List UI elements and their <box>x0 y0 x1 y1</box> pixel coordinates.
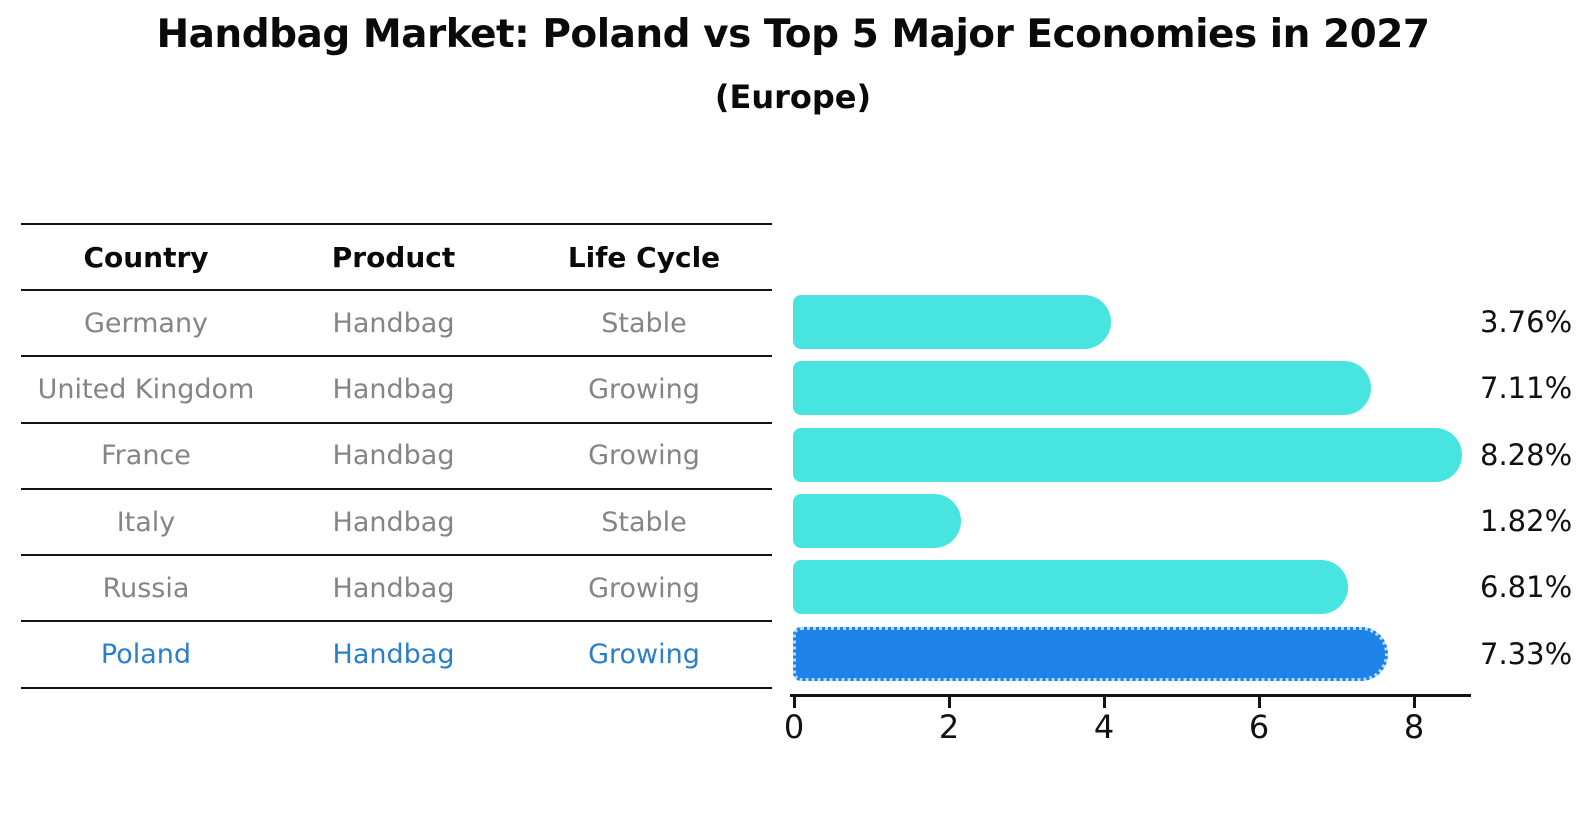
x-tick-label: 4 <box>1093 708 1115 746</box>
table-row-united-kingdom: United Kingdom Handbag Growing <box>21 357 772 424</box>
bar-poland <box>793 627 1389 681</box>
value-label-united-kingdom: 7.11% <box>1480 371 1573 405</box>
cell-country: Italy <box>116 506 176 538</box>
bar-russia <box>793 560 1348 614</box>
cell-country: United Kingdom <box>37 373 255 405</box>
x-tick <box>793 696 796 708</box>
x-tick-label: 8 <box>1403 708 1425 746</box>
header-cell-product: Product <box>331 240 456 274</box>
table-row-france: France Handbag Growing <box>21 424 772 490</box>
table-row-poland: Poland Handbag Growing <box>21 622 772 689</box>
value-label-poland: 7.33% <box>1480 637 1573 671</box>
x-tick-label: 2 <box>938 708 960 746</box>
cell-country: Germany <box>83 307 209 339</box>
header-cell-country: Country <box>83 240 209 274</box>
x-tick-label: 6 <box>1248 708 1270 746</box>
cell-lifecycle: Growing <box>588 639 700 671</box>
cell-country: France <box>101 440 191 472</box>
table-row-italy: Italy Handbag Stable <box>21 490 772 557</box>
header-cell-lifecycle: Life Cycle <box>567 240 721 274</box>
bar-germany <box>793 295 1112 349</box>
cell-lifecycle: Growing <box>588 440 700 472</box>
cell-lifecycle: Growing <box>588 373 700 405</box>
x-axis-line <box>790 694 1471 697</box>
bar-united-kingdom <box>793 361 1372 415</box>
cell-lifecycle: Stable <box>601 506 687 538</box>
value-label-russia: 6.81% <box>1480 570 1573 604</box>
x-tick-label: 0 <box>783 708 805 746</box>
table-row-germany: Germany Handbag Stable <box>21 291 772 358</box>
cell-lifecycle: Stable <box>601 307 687 339</box>
cell-product: Handbag <box>332 506 455 538</box>
cell-country: Poland <box>100 639 192 671</box>
bar-italy <box>793 494 962 548</box>
x-tick <box>1103 696 1106 708</box>
cell-product: Handbag <box>332 440 455 472</box>
page-title: Handbag Market: Poland vs Top 5 Major Ec… <box>156 12 1430 57</box>
page-subtitle: (Europe) <box>714 78 872 116</box>
value-label-germany: 3.76% <box>1480 305 1573 339</box>
table-header-row: Country Product Life Cycle <box>21 225 772 291</box>
cell-product: Handbag <box>332 639 455 671</box>
value-label-france: 8.28% <box>1480 438 1573 472</box>
x-tick <box>1258 696 1261 708</box>
cell-lifecycle: Growing <box>588 572 700 604</box>
value-label-italy: 1.82% <box>1480 504 1573 538</box>
cell-product: Handbag <box>332 373 455 405</box>
table-row-russia: Russia Handbag Growing <box>21 556 772 623</box>
data-table: Country Product Life Cycle Germany Handb… <box>21 223 772 689</box>
x-tick <box>1413 696 1416 708</box>
cell-country: Russia <box>102 572 190 604</box>
cell-product: Handbag <box>332 572 455 604</box>
bar-france <box>793 428 1462 482</box>
cell-product: Handbag <box>332 307 455 339</box>
x-tick <box>948 696 951 708</box>
